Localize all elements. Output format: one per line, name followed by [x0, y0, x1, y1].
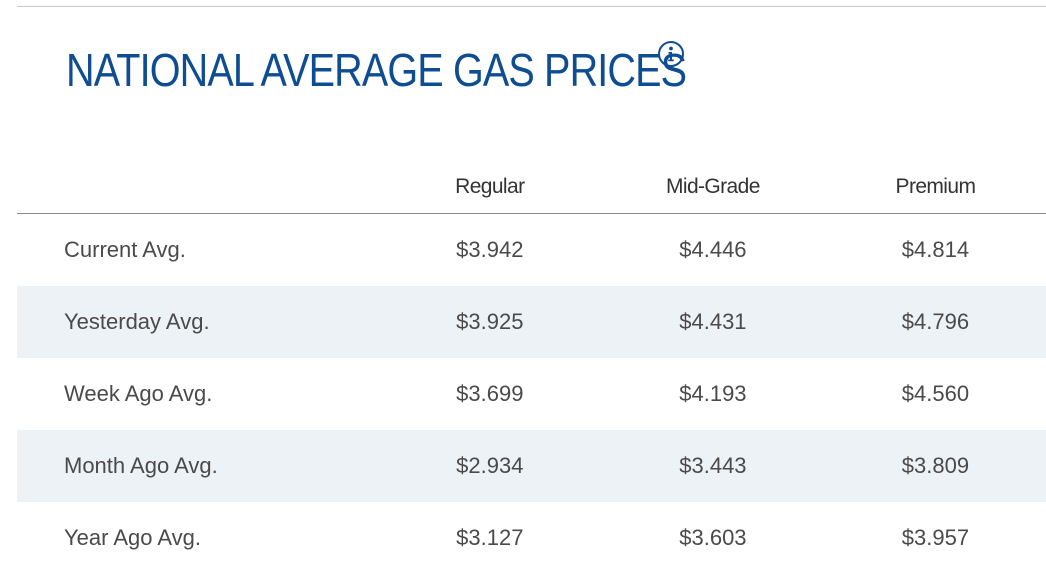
column-header-mid-grade: Mid-Grade [600, 160, 825, 214]
premium-price: $4.814 [901, 237, 970, 262]
gas-prices-table: Regular Mid-Grade Premium Current Avg. $… [17, 160, 1046, 574]
table-row: Yesterday Avg. $3.925 $4.431 $4.796 [17, 286, 1046, 358]
table-row: Current Avg. $3.942 $4.446 $4.814 [17, 214, 1046, 287]
column-header-regular: Regular [378, 160, 601, 214]
premium-price: $4.560 [901, 381, 970, 406]
premium-price: $3.957 [901, 525, 970, 550]
table-row: Week Ago Avg. $3.699 $4.193 $4.560 [17, 358, 1046, 430]
mid-grade-price: $3.603 [679, 525, 747, 550]
regular-price: $3.127 [456, 525, 524, 550]
row-label: Year Ago Avg. [64, 525, 202, 550]
column-header-label [17, 160, 379, 214]
column-header-premium: Premium [824, 160, 1046, 214]
page-title: NATIONAL AVERAGE GAS PRICES [66, 44, 687, 96]
table-header-row: Regular Mid-Grade Premium [17, 160, 1046, 214]
premium-price: $4.796 [824, 286, 1046, 358]
mid-grade-price: $4.431 [600, 286, 825, 358]
table-row: Year Ago Avg. $3.127 $3.603 $3.957 [17, 502, 1046, 574]
regular-price: $3.925 [378, 286, 601, 358]
premium-price: $3.809 [824, 430, 1046, 502]
row-label: Month Ago Avg. [17, 430, 379, 502]
row-label: Current Avg. [64, 237, 186, 262]
row-label: Week Ago Avg. [64, 381, 213, 406]
regular-price: $3.942 [456, 237, 524, 262]
mid-grade-price: $4.193 [679, 381, 747, 406]
mid-grade-price: $4.446 [679, 237, 747, 262]
title-row: NATIONAL AVERAGE GAS PRICES [66, 38, 687, 102]
info-circle-icon[interactable] [657, 40, 685, 68]
table-row: Month Ago Avg. $2.934 $3.443 $3.809 [17, 430, 1046, 502]
regular-price: $2.934 [378, 430, 601, 502]
regular-price: $3.699 [456, 381, 524, 406]
mid-grade-price: $3.443 [600, 430, 825, 502]
row-label: Yesterday Avg. [17, 286, 379, 358]
top-divider [17, 6, 1046, 7]
